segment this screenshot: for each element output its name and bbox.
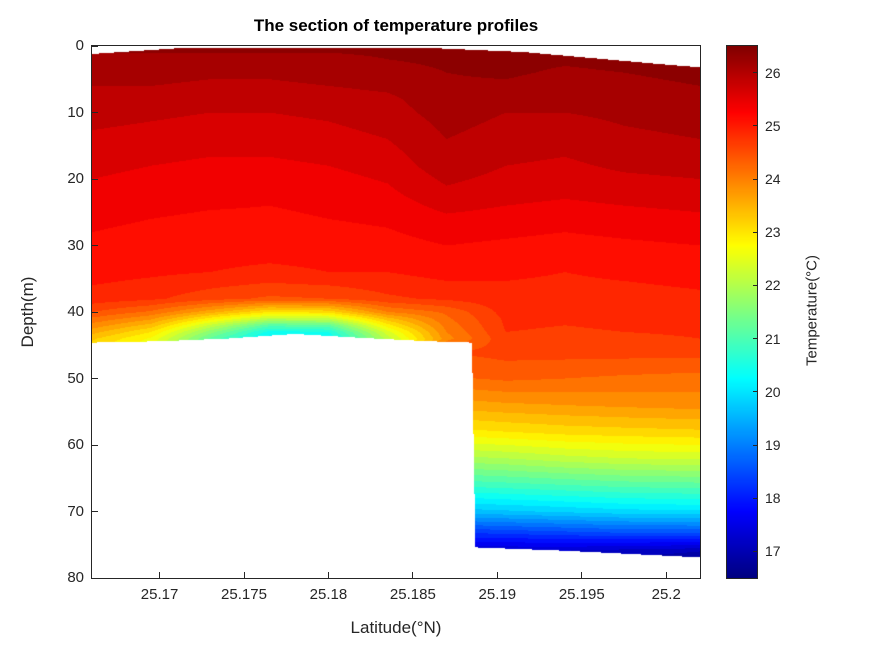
y-tick-label: 40 [67, 303, 84, 320]
x-tick-label: 25.17 [140, 586, 179, 603]
colorbar-tick-label: 22 [765, 277, 781, 294]
x-tick-label: 25.185 [389, 586, 436, 603]
y-tick-label: 30 [67, 236, 84, 254]
colorbar-tick-mark [753, 338, 757, 340]
colorbar-label: Temperature(°C) [803, 254, 821, 367]
y-tick-mark [92, 45, 98, 47]
y-tick-mark [92, 378, 98, 379]
x-tick-mark [665, 572, 667, 578]
y-tick-mark [92, 511, 98, 512]
y-tick-label: 60 [67, 436, 84, 453]
x-tick-label: 25.175 [221, 586, 267, 603]
colorbar-tick-label: 17 [765, 543, 781, 560]
x-axis-label: Latitude(°N) [350, 618, 442, 637]
colorbar [726, 45, 758, 579]
colorbar-tick-mark [753, 284, 757, 286]
x-tick-mark [159, 572, 161, 578]
colorbar-tick-label: 25 [765, 117, 781, 134]
y-tick-label: 0 [75, 37, 84, 54]
plot-area [91, 45, 701, 579]
x-tick-label: 25.19 [478, 586, 517, 603]
y-tick-label: 20 [67, 170, 84, 187]
colorbar-tick-label: 19 [765, 437, 781, 453]
colorbar-tick-label: 26 [765, 64, 781, 81]
x-tick-mark [581, 572, 583, 578]
y-tick-label: 80 [67, 569, 84, 586]
x-tick-mark [327, 572, 329, 578]
x-tick-mark [412, 572, 414, 578]
colorbar-tick-mark [753, 391, 757, 393]
temperature-contour-canvas [92, 46, 700, 578]
y-tick-label: 10 [67, 103, 84, 121]
colorbar-tick-label: 23 [765, 224, 781, 241]
colorbar-tick-mark [753, 231, 757, 233]
x-tick-label: 25.2 [651, 586, 681, 603]
y-tick-mark [92, 178, 98, 180]
x-tick-mark [496, 572, 498, 578]
y-tick-label: 70 [67, 502, 84, 520]
x-tick-label: 25.195 [558, 586, 605, 603]
colorbar-tick-label: 20 [765, 383, 781, 400]
colorbar-tick-mark [753, 550, 757, 552]
colorbar-tick-label: 24 [765, 171, 781, 187]
chart-title: The section of temperature profiles [253, 16, 539, 35]
x-tick-mark [243, 572, 245, 578]
colorbar-gradient-canvas [727, 46, 757, 578]
y-tick-mark [92, 444, 98, 446]
colorbar-tick-mark [753, 444, 757, 446]
y-tick-mark [92, 577, 98, 579]
colorbar-tick-mark [753, 178, 757, 180]
colorbar-tick-label: 21 [765, 330, 781, 347]
colorbar-tick-mark [753, 497, 757, 499]
x-tick-label: 25.18 [309, 586, 348, 603]
y-tick-mark [92, 245, 98, 246]
colorbar-tick-mark [753, 72, 757, 74]
y-tick-label: 50 [67, 369, 84, 387]
colorbar-tick-label: 18 [765, 490, 781, 507]
y-tick-mark [92, 112, 98, 113]
y-axis-label: Depth(m) [18, 276, 37, 348]
colorbar-tick-mark [753, 125, 757, 127]
y-tick-mark [92, 311, 98, 313]
